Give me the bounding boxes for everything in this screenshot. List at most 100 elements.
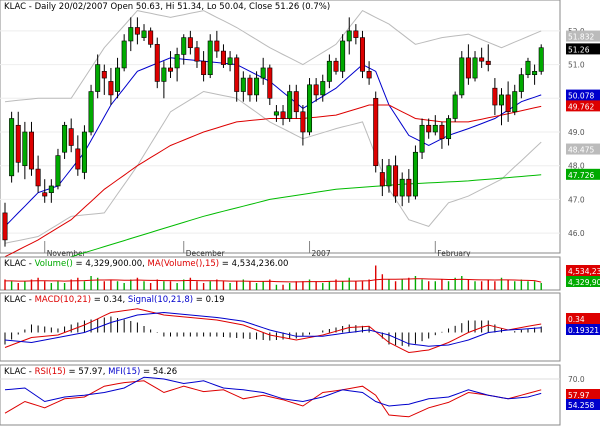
title-part-0: KLAC -: [4, 259, 35, 269]
signal-tag: 0.19321: [566, 324, 600, 335]
svg-text:47.726: 47.726: [568, 171, 594, 180]
title-part-2: = 0.34,: [91, 295, 128, 305]
title-part-2: = 4,329,900.00,: [73, 259, 148, 269]
candle: [333, 57, 339, 75]
candle: [419, 118, 425, 159]
volume-ma: [5, 278, 542, 283]
candle: [2, 202, 8, 247]
macd-title: KLAC - MACD(10,21) = 0.34, Signal(10,21,…: [4, 295, 225, 305]
volume-tag: 4,329,900: [566, 276, 600, 287]
volume-ma-line: [5, 278, 542, 283]
title-part-0: KLAC -: [4, 295, 35, 305]
candle: [108, 67, 114, 106]
candle: [307, 78, 313, 136]
price-x-axis: November December 2007 February: [44, 241, 471, 258]
svg-text:0.34: 0.34: [568, 315, 585, 324]
candle: [532, 64, 538, 85]
rsi-lines: [4, 376, 542, 418]
candle: [399, 172, 405, 207]
candle: [68, 118, 74, 153]
candle: [293, 84, 299, 119]
candle: [115, 57, 121, 99]
candle: [273, 105, 279, 122]
rsi-line-mfi: [4, 376, 542, 407]
candle: [22, 121, 28, 180]
volume-ma-tag: 4,534,236: [566, 265, 600, 276]
candle: [485, 44, 491, 72]
title-part-4: = 54.26: [140, 367, 177, 377]
candle: [174, 47, 180, 82]
price-title: KLAC - Daily 20/02/2007 Open 50.63, Hi 5…: [4, 2, 330, 12]
candle: [55, 148, 61, 190]
candle: [446, 115, 452, 146]
candle: [300, 105, 306, 146]
candle: [393, 155, 399, 203]
svg-text:51.26: 51.26: [568, 45, 590, 54]
candle: [373, 91, 379, 173]
candle: [181, 34, 187, 65]
candle: [254, 71, 260, 102]
candle: [320, 74, 326, 102]
volume-panel-frame: [0, 256, 561, 291]
rsi-title: KLAC - RSI(15) = 57.97, MFI(15) = 54.26: [4, 367, 177, 377]
title-part-0: KLAC -: [4, 367, 35, 377]
candle: [260, 57, 266, 85]
candle: [128, 17, 134, 52]
price-tag: 51.832: [566, 30, 600, 42]
candle: [492, 78, 498, 116]
candle: [452, 91, 458, 122]
rsi-line-rsi: [4, 380, 542, 418]
svg-text:51.832: 51.832: [568, 33, 594, 42]
candle: [379, 158, 385, 197]
overlay-bb-lower: [4, 90, 542, 244]
candle: [326, 54, 332, 89]
candle: [227, 51, 233, 72]
price-xtick-label: December: [186, 249, 226, 258]
price-xtick-label: November: [47, 249, 87, 258]
volume-title: KLAC - Volume() = 4,329,900.00, MA(Volum…: [4, 259, 288, 269]
candle: [28, 121, 34, 176]
price-ytick-label: 49.0: [568, 128, 585, 137]
overlay-ma-blue: [4, 57, 542, 227]
volume-bars: [4, 265, 542, 290]
title-part-4: = 0.19: [193, 295, 224, 305]
candle: [88, 84, 94, 136]
candle: [201, 51, 207, 82]
mfi-tag: 54.258: [566, 399, 600, 410]
candle: [287, 84, 293, 122]
title-part-4: = 4,534,236.00: [219, 259, 288, 269]
candle: [267, 64, 273, 106]
svg-text:54.258: 54.258: [568, 401, 594, 410]
candle: [168, 51, 174, 79]
macd-tag: 0.34: [566, 313, 600, 324]
candle: [432, 115, 438, 136]
candle: [479, 47, 485, 68]
candle: [62, 121, 68, 159]
candle: [234, 54, 240, 102]
macd-line-macd: [4, 308, 542, 354]
price-tag: 47.726: [566, 168, 600, 180]
candle: [194, 40, 200, 68]
svg-text:57.97: 57.97: [568, 391, 590, 400]
volume-panel: 4,534,236 4,329,900 KLAC - Volume() = 4,3…: [0, 256, 600, 291]
macd-histogram: [4, 316, 542, 347]
macd-lines: [4, 308, 542, 354]
svg-text:4,329,900: 4,329,900: [568, 278, 600, 287]
price-ytick-label: 47.0: [568, 195, 585, 204]
candle: [35, 155, 41, 193]
candle: [247, 74, 253, 102]
candle: [207, 34, 213, 79]
candle: [313, 78, 319, 102]
candle: [472, 51, 478, 82]
candle: [340, 34, 346, 79]
price-overlays: [4, 9, 542, 268]
candle: [459, 51, 465, 99]
candle: [353, 24, 359, 45]
candle: [121, 34, 127, 72]
candle: [280, 105, 286, 126]
candle: [538, 44, 544, 75]
candle: [386, 158, 392, 193]
candle: [412, 145, 418, 200]
